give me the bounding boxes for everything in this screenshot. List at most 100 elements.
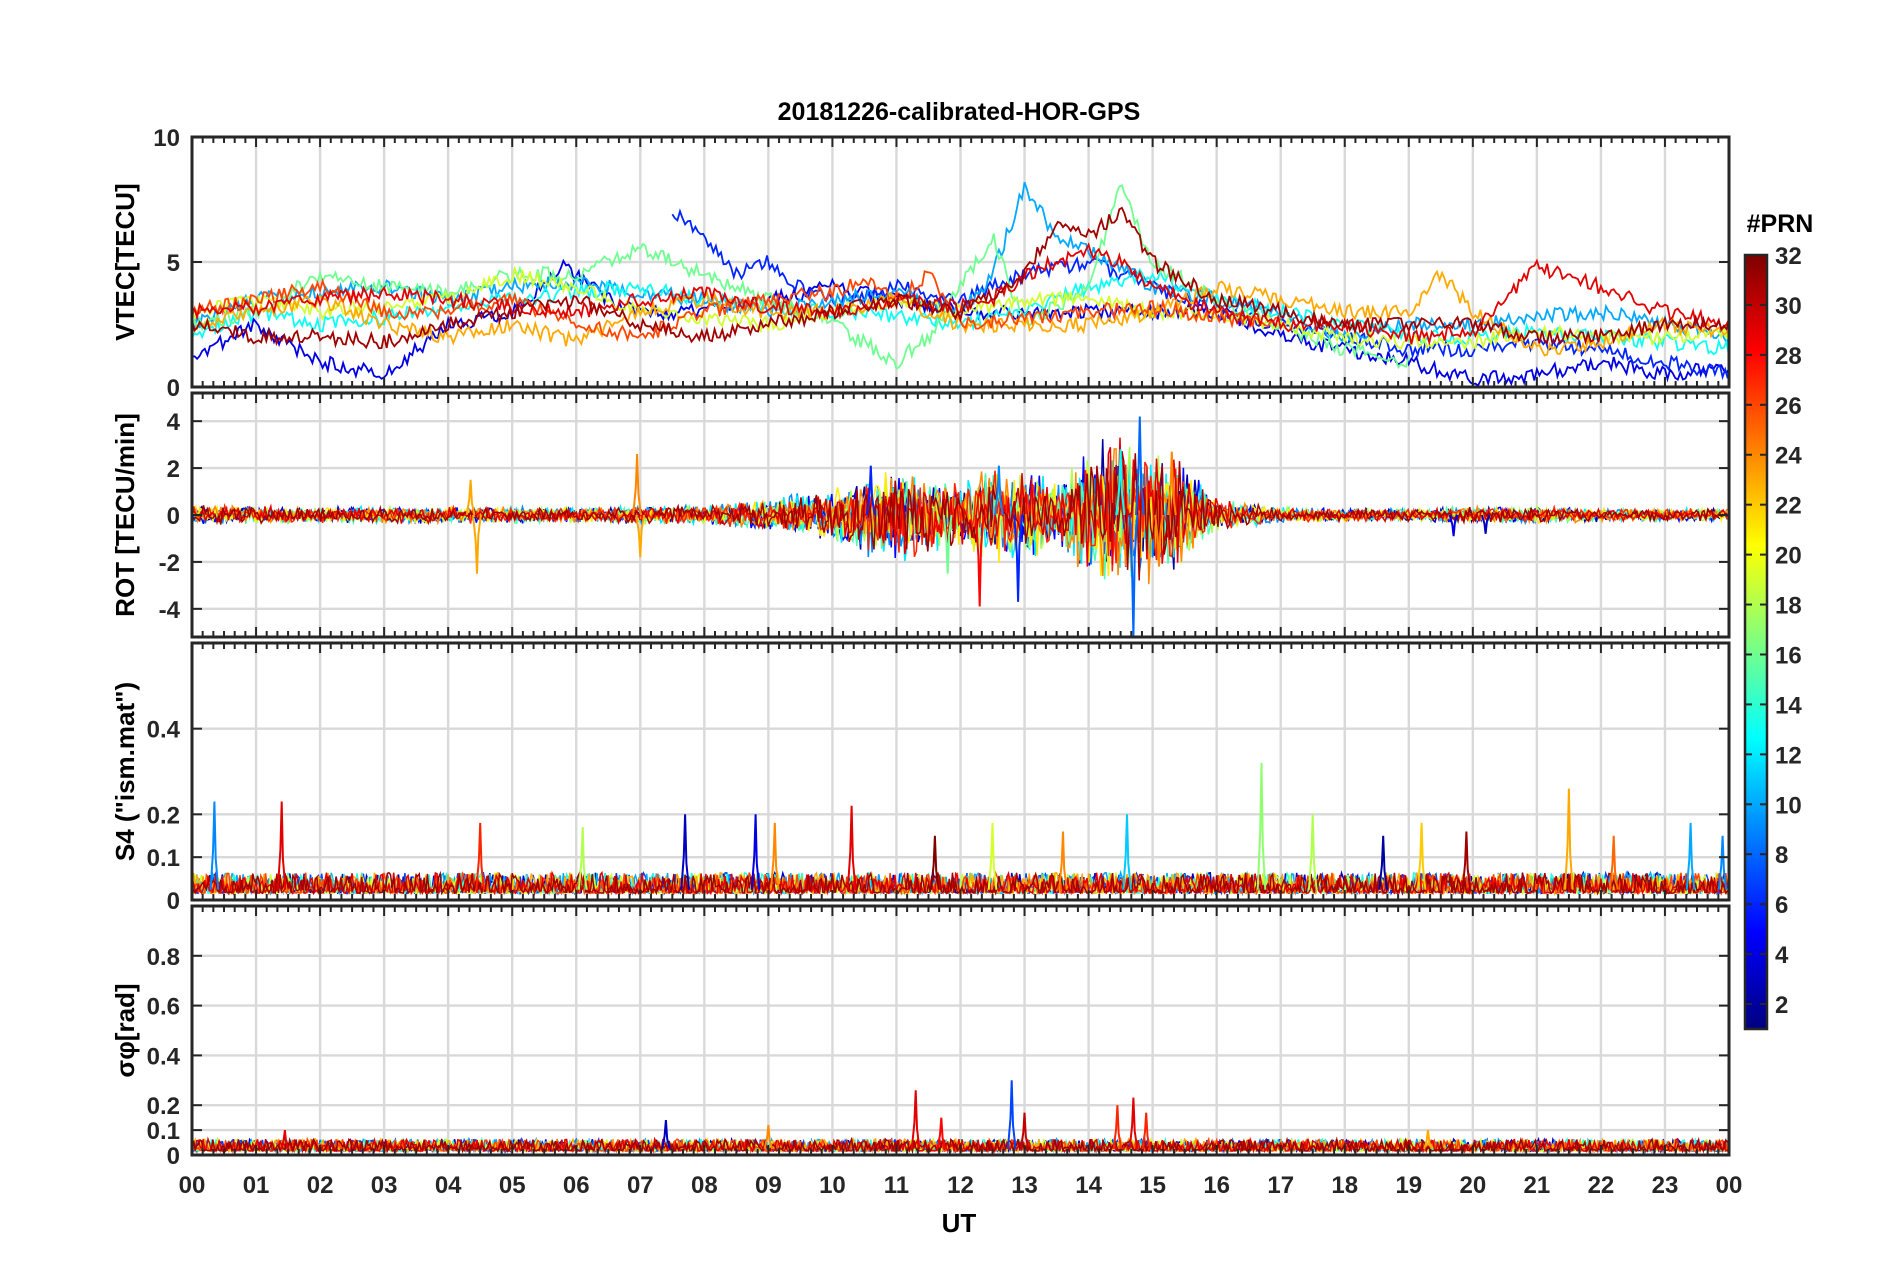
colorbar-tick-label: 22 [1775, 493, 1802, 520]
y-tick-label: 4 [167, 409, 181, 436]
spike-prn-9 [1717, 835, 1728, 890]
spike-prn-16 [942, 514, 953, 574]
spike-prn-29 [910, 1090, 921, 1150]
axes-frame [190, 135, 1731, 389]
x-axis-label: UT [942, 1208, 977, 1238]
spike-prn-7 [1006, 1080, 1017, 1150]
spike-prn-2 [1378, 835, 1388, 890]
y-tick-label: 10 [153, 125, 180, 152]
spike-prn-6 [1013, 514, 1023, 602]
y-tick-label: -2 [159, 550, 180, 577]
x-tick-label: 02 [307, 1172, 334, 1199]
y-tick-labels: 0 0.1 0.2 0.4 [147, 717, 181, 915]
spike-prn-31 [1461, 831, 1472, 890]
x-tick-label: 00 [1716, 1172, 1743, 1199]
grid [192, 643, 1729, 900]
colorbar-tick-label: 30 [1775, 293, 1802, 320]
x-tick-label: 06 [563, 1172, 590, 1199]
spike-prn-3 [1480, 514, 1491, 534]
spike-prn-23 [465, 479, 476, 516]
series-line-prn-13 [191, 267, 1730, 357]
spike-prn-24 [1058, 831, 1068, 890]
spike-prn-4 [1448, 514, 1459, 537]
spike-prn-9 [994, 465, 1004, 516]
spike-prn-29 [276, 801, 287, 890]
spike-prn-3 [661, 1120, 671, 1150]
colorbar-tick-label: 8 [1775, 842, 1788, 869]
panel-1: 0 5 10 VTEC[TECU] [110, 125, 1731, 402]
series-line-prn-31 [191, 450, 1728, 581]
spike-prn-25 [1608, 835, 1619, 890]
x-tick-label: 12 [947, 1172, 974, 1199]
colorbar-tick-label: 6 [1775, 892, 1788, 919]
y-tick-labels: -4 -2 0 2 4 [159, 409, 181, 624]
series-line-prn-26 [191, 270, 1282, 343]
spike-prn-10 [1685, 822, 1696, 890]
x-tick-label: 18 [1331, 1172, 1358, 1199]
spike-prn-29 [280, 1129, 290, 1150]
y-tick-label: 0.1 [147, 1118, 180, 1145]
colorbar-tick-label: 12 [1775, 742, 1802, 769]
x-tick-label: 10 [819, 1172, 846, 1199]
spike-prn-24 [1167, 451, 1177, 516]
y-tick-label: 0.2 [147, 802, 180, 829]
x-tick-label: 19 [1395, 1172, 1422, 1199]
colorbar-tick-label: 26 [1775, 393, 1802, 420]
spike-prn-27 [1112, 1105, 1123, 1150]
data-series [191, 181, 1730, 387]
spike-prn-22 [1416, 822, 1427, 890]
x-tick-label: 08 [691, 1172, 718, 1199]
y-tick-label: 5 [167, 250, 180, 277]
spike-prn-27 [475, 822, 485, 890]
spike-prn-29 [1128, 1097, 1139, 1150]
y-axis-label: S4 ("ism.mat") [110, 682, 140, 861]
y-tick-label: 0.4 [147, 1043, 181, 1070]
spike-prn-29 [846, 805, 857, 890]
colorbar-tick-label: 20 [1775, 543, 1802, 570]
panel-2: -4 -2 0 2 4 ROT [TECU/min] [110, 391, 1731, 639]
colorbar-tick-label: 10 [1775, 792, 1802, 819]
spike-prn-24 [632, 453, 642, 516]
axes-frame [190, 904, 1731, 1157]
colorbar-tick-label: 2 [1775, 992, 1788, 1019]
spike-prn-3 [680, 814, 690, 890]
y-axis-label: VTEC[TECU] [110, 183, 140, 340]
spike-prn-4 [750, 814, 761, 890]
spike-prn-17 [1256, 762, 1267, 890]
spike-prn-18 [577, 827, 588, 890]
spike-prn-23 [635, 514, 646, 558]
x-tick-label: 01 [243, 1172, 270, 1199]
spike-prn-23 [1423, 1129, 1433, 1150]
x-tick-label: 16 [1203, 1172, 1230, 1199]
y-tick-label: 0 [167, 503, 180, 530]
colorbar-tick-label: 32 [1775, 243, 1802, 270]
spike-prn-18 [1307, 814, 1318, 890]
panel-3: 0 0.1 0.2 0.4 S4 ("ism.mat") [110, 641, 1731, 915]
y-tick-label: 0.8 [147, 944, 180, 971]
colorbar-tick-label: 24 [1775, 443, 1802, 470]
y-tick-label: 0 [167, 888, 180, 915]
x-tick-label: 17 [1267, 1172, 1294, 1199]
colorbar-gradient [1743, 253, 1769, 1031]
spike-prn-28 [974, 514, 985, 607]
y-axis-label: σφ[rad] [110, 983, 140, 1077]
spike-prn-23 [472, 514, 482, 574]
x-tick-label: 21 [1524, 1172, 1551, 1199]
y-axis-label: ROT [TECU/min] [110, 413, 140, 617]
x-tick-label: 00 [179, 1172, 206, 1199]
x-axis: 00 01 02 03 04 05 06 07 08 09 10 11 12 13 14 15 16 17 18 19… [179, 1172, 1743, 1199]
axes-frame [190, 391, 1731, 639]
grid [192, 906, 1729, 1155]
spike-prn-30 [1019, 1112, 1030, 1150]
spike-prn-8 [1135, 416, 1145, 516]
spike-prn-27 [1141, 1112, 1152, 1150]
colorbar-tick-label: 28 [1775, 343, 1802, 370]
x-tick-label: 14 [1075, 1172, 1102, 1199]
x-tick-label: 07 [627, 1172, 654, 1199]
x-tick-label: 15 [1139, 1172, 1166, 1199]
spike-prn-13 [1115, 449, 1126, 516]
